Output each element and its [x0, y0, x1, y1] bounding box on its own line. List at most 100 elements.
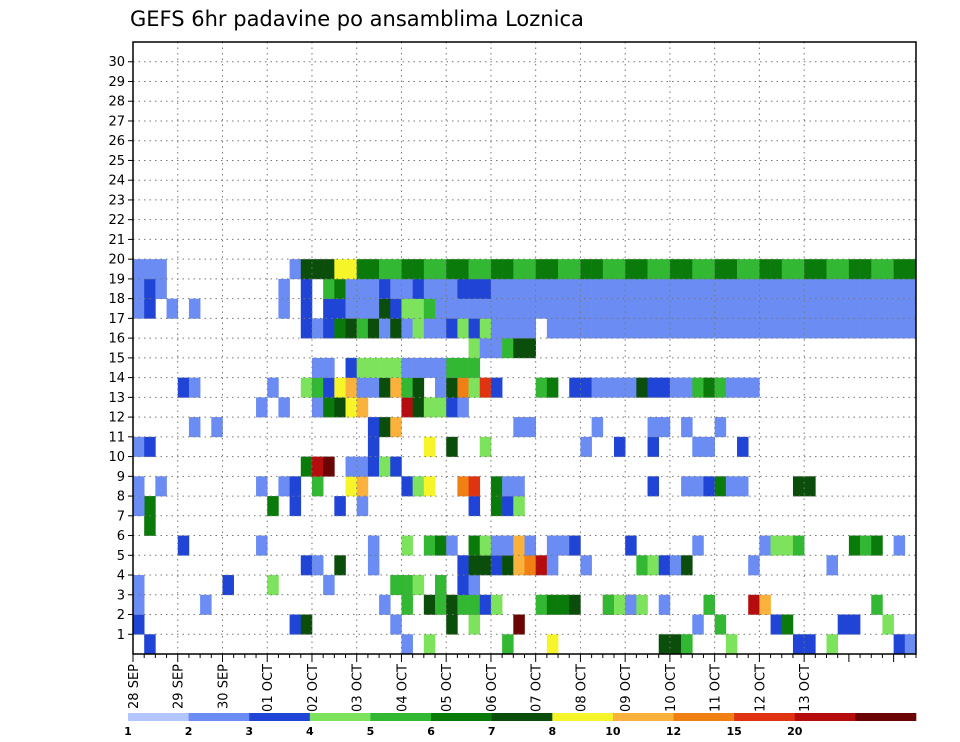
heatmap-cell — [300, 298, 313, 319]
heatmap-cell — [300, 318, 313, 339]
heatmap-cell — [502, 278, 514, 299]
heatmap-cell — [401, 535, 413, 556]
y-tick-label: 15 — [108, 351, 125, 366]
heatmap-cell — [457, 298, 469, 319]
x-tick-label: 09 OCT — [619, 664, 634, 712]
heatmap-cell — [446, 377, 458, 398]
heatmap-cell — [468, 555, 481, 576]
heatmap-cell — [658, 298, 671, 319]
heatmap-cell — [569, 318, 581, 339]
heatmap-cell — [390, 614, 402, 635]
legend-swatch — [612, 713, 674, 721]
heatmap-cell — [804, 278, 816, 299]
heatmap-cell — [725, 476, 738, 497]
heatmap-cell — [412, 357, 425, 378]
heatmap-cell — [748, 278, 760, 299]
heatmap-cell — [625, 278, 637, 299]
heatmap-cell — [781, 298, 794, 319]
heatmap-cell — [490, 318, 503, 339]
heatmap-cell — [423, 476, 436, 497]
heatmap-cell — [792, 318, 805, 339]
legend-label: 5 — [367, 725, 375, 738]
heatmap-cell — [613, 298, 626, 319]
legend-swatch — [794, 713, 856, 721]
heatmap-cell — [625, 535, 637, 556]
heatmap-cell — [144, 436, 156, 457]
heatmap-cell — [311, 357, 324, 378]
heatmap-cell — [647, 259, 660, 280]
heatmap-cell — [323, 397, 335, 418]
heatmap-cell — [479, 338, 492, 359]
heatmap-cell — [435, 318, 447, 339]
heatmap-cell — [367, 417, 380, 438]
heatmap-cell — [681, 298, 693, 319]
heatmap-cell — [535, 594, 548, 615]
heatmap-cell — [837, 318, 850, 339]
heatmap-cell — [681, 278, 693, 299]
heatmap-cell — [457, 259, 469, 280]
heatmap-cell — [502, 338, 514, 359]
heatmap-cell — [703, 298, 715, 319]
heatmap-cell — [200, 594, 212, 615]
heatmap-cell — [300, 456, 313, 477]
heatmap-cell — [502, 496, 514, 517]
heatmap-cell — [625, 377, 637, 398]
heatmap-cell — [334, 397, 346, 418]
heatmap-cell — [737, 259, 749, 280]
y-tick-label: 19 — [108, 272, 125, 287]
legend-label: 12 — [666, 725, 681, 738]
heatmap-cell — [457, 476, 469, 497]
heatmap-cell — [468, 594, 481, 615]
heatmap-cell — [144, 298, 156, 319]
heatmap-cell — [692, 259, 704, 280]
heatmap-cell — [345, 397, 358, 418]
heatmap-cell — [435, 535, 447, 556]
heatmap-cell — [356, 476, 369, 497]
heatmap-cell — [390, 377, 402, 398]
heatmap-cell — [144, 634, 156, 655]
y-tick-label: 16 — [108, 332, 125, 347]
heatmap-cell — [591, 259, 604, 280]
heatmap-cell — [546, 377, 559, 398]
heatmap-cell — [133, 436, 145, 457]
heatmap-cell — [546, 535, 559, 556]
legend-label: 4 — [306, 725, 314, 738]
heatmap-cell — [658, 634, 671, 655]
heatmap-cell — [513, 555, 525, 576]
heatmap-cell — [781, 259, 794, 280]
x-tick-label: 05 OCT — [440, 664, 455, 712]
heatmap-cell — [546, 594, 559, 615]
heatmap-cell — [479, 318, 492, 339]
y-tick-label: 9 — [117, 470, 125, 485]
heatmap-cell — [703, 259, 715, 280]
heatmap-cell — [681, 377, 693, 398]
heatmap-cell — [692, 535, 704, 556]
heatmap-cell — [133, 259, 145, 280]
heatmap-cell — [792, 634, 805, 655]
heatmap-cell — [535, 259, 548, 280]
heatmap-cell — [356, 278, 369, 299]
heatmap-cell — [826, 634, 838, 655]
heatmap-cell — [792, 535, 805, 556]
heatmap-cell — [468, 575, 481, 596]
heatmap-cell — [524, 318, 536, 339]
heatmap-cell — [334, 278, 346, 299]
y-tick-label: 18 — [108, 292, 125, 307]
heatmap-cell — [423, 594, 436, 615]
y-axis: 1234567891011121314151617181920212223242… — [108, 55, 133, 643]
heatmap-cell — [569, 594, 581, 615]
heatmap-cell — [647, 417, 660, 438]
grid-lines — [133, 42, 916, 654]
heatmap-cell — [904, 278, 917, 299]
x-tick-label: 02 OCT — [306, 664, 321, 712]
heatmap-cell — [423, 318, 436, 339]
heatmap-cell — [412, 397, 425, 418]
legend-label: 7 — [488, 725, 496, 738]
heatmap-cell — [558, 298, 570, 319]
heatmap-cell — [155, 476, 167, 497]
heatmap-cell — [468, 377, 481, 398]
heatmap-cell — [893, 259, 906, 280]
heatmap-cell — [356, 259, 369, 280]
heatmap-cell — [513, 278, 525, 299]
heatmap-cell — [435, 278, 447, 299]
